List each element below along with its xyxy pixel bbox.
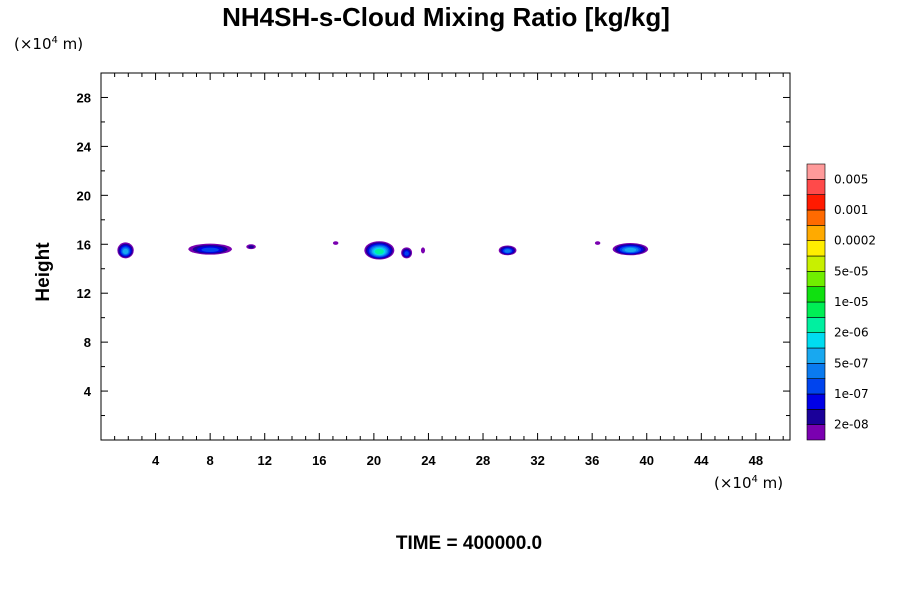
colorbar-cell: [806, 194, 826, 211]
colorbar-cell: [806, 424, 826, 441]
cloud-patch: [364, 241, 395, 260]
cloud-patch: [401, 247, 413, 259]
y-tick-label: 20: [77, 188, 91, 203]
colorbar-cell: [806, 332, 826, 349]
x-tick-label: 24: [421, 453, 436, 468]
cloud-contour: [404, 251, 409, 256]
colorbar-cell: [806, 179, 826, 195]
x-unit-suffix: m): [758, 474, 783, 492]
x-tick-label: 40: [640, 453, 654, 468]
colorbar-label: 1e-05: [834, 295, 869, 309]
cloud-contour: [248, 245, 254, 249]
cloud-patch: [117, 242, 134, 259]
x-tick-label: 32: [530, 453, 544, 468]
x-tick-label: 8: [207, 453, 214, 468]
colorbar-label: 1e-07: [834, 387, 869, 401]
x-tick-label: 16: [312, 453, 326, 468]
cloud-patch: [420, 247, 426, 254]
y-tick-label: 4: [84, 384, 92, 399]
colorbar-cell: [806, 317, 826, 333]
colorbar-cell: [806, 255, 826, 272]
cloud-contour: [122, 248, 129, 255]
colorbar-label: 5e-05: [834, 264, 869, 278]
x-unit-prefix: (×10: [714, 474, 752, 492]
y-unit-exp: 4: [52, 35, 58, 46]
colorbar-label: 2e-06: [834, 326, 869, 340]
colorbar-label: 0.001: [834, 203, 868, 217]
cloud-patch: [332, 241, 339, 245]
y-tick-label: 16: [77, 237, 91, 252]
colorbar-cell: [806, 301, 826, 318]
x-tick-label: 28: [476, 453, 490, 468]
chart-title: NH4SH-s-Cloud Mixing Ratio [kg/kg]: [222, 2, 670, 32]
x-tick-label: 12: [257, 453, 271, 468]
colorbar-cell: [806, 163, 826, 180]
cloud-contour: [374, 248, 384, 255]
x-tick-label: 48: [749, 453, 763, 468]
y-unit-label: (×104 m): [14, 35, 83, 53]
x-unit-label: (×104 m): [714, 474, 783, 492]
colorbar-label: 0.0002: [834, 234, 876, 248]
colorbar-cell: [806, 409, 826, 425]
colorbar-cell: [806, 347, 826, 364]
colorbar-label: 0.005: [834, 172, 868, 186]
colorbar-cell: [806, 271, 826, 287]
y-tick-label: 24: [77, 139, 92, 154]
colorbar-cell: [806, 209, 826, 226]
y-axis-label: Height: [33, 242, 54, 302]
colorbar-cell: [806, 240, 826, 257]
cloud-patch: [498, 245, 517, 256]
colorbar-cell: [806, 225, 826, 241]
y-tick-label: 12: [77, 286, 91, 301]
cloud-layer: [117, 241, 649, 260]
cloud-contour: [594, 241, 601, 245]
cloud-patch: [594, 241, 601, 245]
cloud-contour: [332, 241, 339, 245]
y-tick-label: 8: [84, 335, 91, 350]
colorbar: 2e-08 1e-07 5e-07 2e-06 1e-05 5e-05 0.0002 0.00…: [806, 163, 876, 441]
cloud-patch: [246, 244, 256, 250]
colorbar-cell: [806, 393, 826, 410]
cloud-contour: [504, 249, 511, 253]
colorbar-cell: [806, 363, 826, 379]
colorbar-cell: [806, 378, 826, 395]
colorbar-label: 2e-08: [834, 418, 869, 432]
x-tick-label: 44: [694, 453, 709, 468]
x-unit-exp: 4: [752, 474, 758, 485]
colorbar-label: 5e-07: [834, 356, 869, 370]
y-tick-label: 28: [77, 90, 91, 105]
x-tick-label: 4: [152, 453, 160, 468]
x-tick-label: 36: [585, 453, 599, 468]
cloud-contour: [420, 247, 426, 254]
cloud-contour: [624, 247, 637, 252]
y-unit-prefix: (×10: [14, 35, 52, 53]
x-tick-label: 20: [367, 453, 381, 468]
y-unit-suffix: m): [58, 35, 83, 53]
plot-frame: [100, 72, 791, 441]
cloud-contour: [201, 247, 219, 252]
colorbar-cell: [806, 286, 826, 303]
time-label: TIME = 400000.0: [396, 533, 542, 554]
cloud-patch: [188, 243, 232, 255]
cloud-patch: [612, 243, 649, 256]
